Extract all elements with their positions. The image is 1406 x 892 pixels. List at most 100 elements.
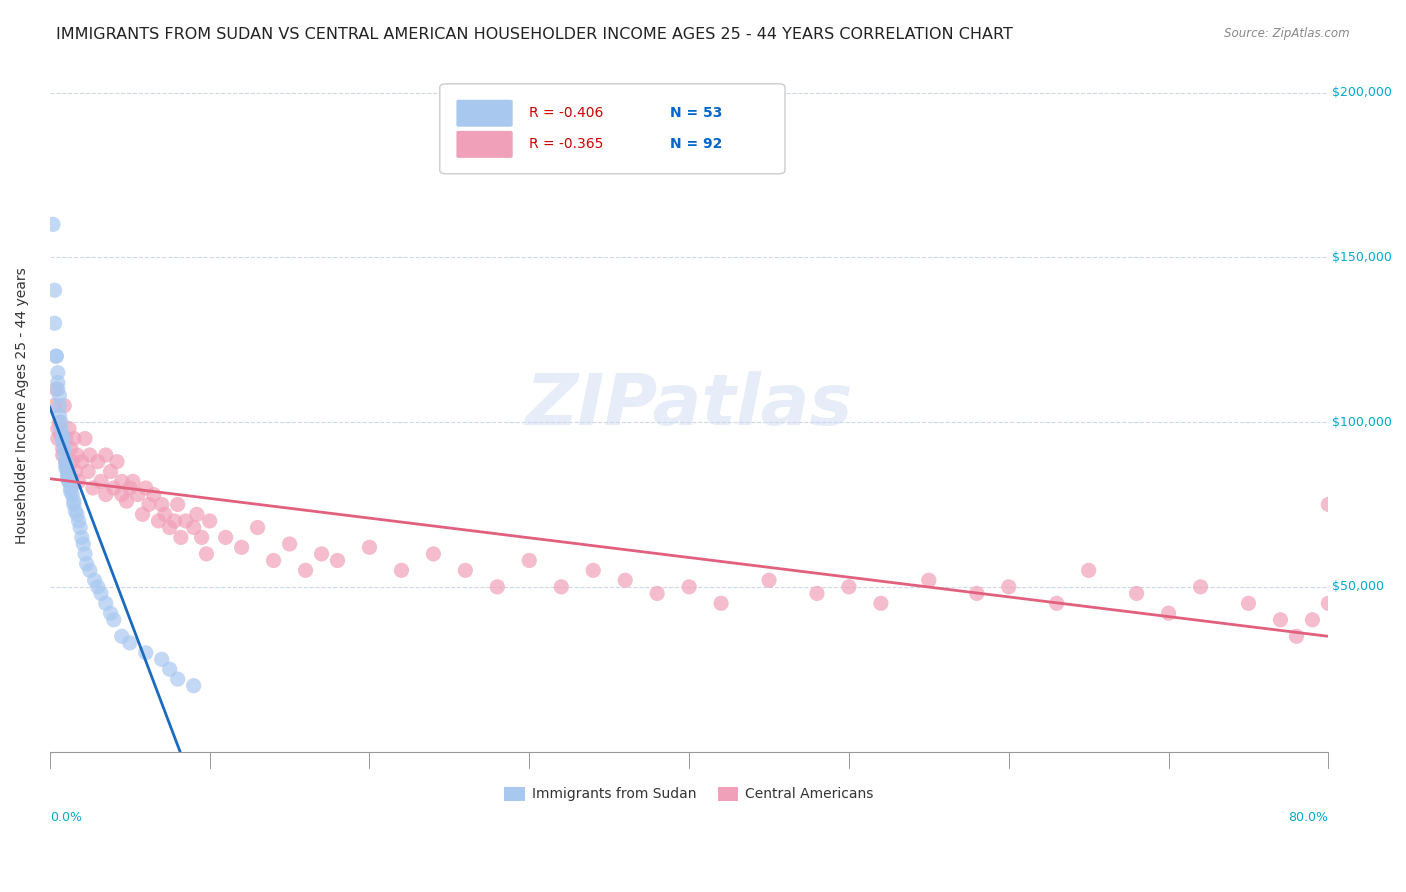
Point (422, 547, 444, 561)
Point (44, 283, 66, 297)
Point (56, 467, 79, 482)
Point (997, 580, 1019, 594)
Point (59, 484, 82, 499)
Point (58, 475, 80, 489)
Text: 80.0%: 80.0% (1288, 811, 1329, 824)
Point (52, 432, 75, 446)
Text: R = -0.365: R = -0.365 (529, 137, 603, 151)
Point (67, 514, 90, 528)
Point (44, 316, 66, 330)
Point (100, 606, 122, 620)
Point (73, 547, 96, 561)
Point (195, 547, 218, 561)
Point (326, 553, 349, 567)
Point (66, 448, 89, 462)
Point (94, 596, 117, 610)
Point (517, 553, 540, 567)
Point (966, 586, 988, 600)
Point (48, 389, 70, 403)
Point (166, 498, 188, 512)
Point (190, 530, 212, 544)
Point (138, 498, 160, 512)
Point (94, 448, 117, 462)
Point (1157, 606, 1180, 620)
Point (159, 662, 181, 676)
Point (710, 596, 733, 610)
Point (48, 409, 70, 423)
Point (678, 580, 700, 594)
Point (135, 646, 157, 660)
Point (62, 432, 84, 446)
Point (79, 563, 101, 577)
Point (359, 541, 381, 555)
Point (90, 586, 112, 600)
Point (103, 613, 125, 627)
Point (55, 461, 77, 475)
Point (918, 574, 941, 588)
Point (1237, 596, 1260, 610)
Point (311, 547, 333, 561)
Point (69, 520, 91, 534)
Y-axis label: Householder Income Ages 25 - 44 years: Householder Income Ages 25 - 44 years (15, 268, 30, 544)
Point (52, 448, 75, 462)
Point (1046, 596, 1069, 610)
Point (45, 349, 67, 363)
Point (246, 520, 269, 534)
Legend: Immigrants from Sudan, Central Americans: Immigrants from Sudan, Central Americans (499, 781, 879, 807)
Point (53, 448, 76, 462)
Point (278, 537, 301, 551)
Point (48, 415, 70, 429)
Point (391, 563, 413, 577)
Point (115, 494, 138, 508)
Point (87, 580, 110, 594)
Point (79, 448, 101, 462)
Point (166, 672, 188, 686)
Text: N = 53: N = 53 (669, 106, 723, 120)
Text: R = -0.406: R = -0.406 (529, 106, 603, 120)
Point (142, 487, 165, 501)
Point (174, 514, 197, 528)
FancyBboxPatch shape (440, 84, 785, 174)
Point (111, 487, 134, 501)
Point (46, 382, 69, 396)
Point (870, 596, 893, 610)
Point (42, 218, 65, 232)
Point (118, 481, 141, 495)
Point (58, 475, 80, 489)
Point (1077, 563, 1099, 577)
Point (62, 494, 84, 508)
Text: IMMIGRANTS FROM SUDAN VS CENTRAL AMERICAN HOUSEHOLDER INCOME AGES 25 - 44 YEARS : IMMIGRANTS FROM SUDAN VS CENTRAL AMERICA… (56, 27, 1014, 42)
Point (87, 455, 110, 469)
Point (163, 514, 186, 528)
Point (60, 455, 83, 469)
Point (67, 475, 90, 489)
Text: $150,000: $150,000 (1331, 251, 1392, 264)
Point (127, 487, 149, 501)
Point (150, 652, 173, 666)
Point (56, 465, 79, 479)
Point (186, 508, 208, 522)
Point (60, 487, 83, 501)
Point (118, 636, 141, 650)
Point (58, 422, 80, 436)
Point (183, 679, 205, 693)
Point (52, 442, 75, 456)
Point (838, 580, 860, 594)
Point (53, 399, 76, 413)
Point (159, 520, 181, 534)
Point (53, 442, 76, 456)
Point (76, 557, 98, 571)
Point (73, 432, 96, 446)
FancyBboxPatch shape (457, 100, 513, 127)
Text: N = 92: N = 92 (669, 137, 723, 151)
Point (49, 422, 72, 436)
Point (48, 399, 70, 413)
Point (77, 465, 100, 479)
Point (614, 574, 637, 588)
Point (45, 349, 67, 363)
Point (70, 530, 93, 544)
Point (46, 422, 69, 436)
Point (758, 574, 780, 588)
Point (454, 563, 477, 577)
Point (103, 481, 125, 495)
